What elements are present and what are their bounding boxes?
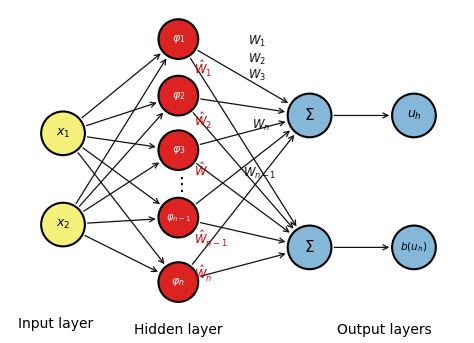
Text: $\varphi_1$: $\varphi_1$: [172, 33, 185, 45]
Ellipse shape: [41, 203, 85, 246]
Text: $\vdots$: $\vdots$: [173, 175, 184, 194]
Text: $\hat{W}_2$: $\hat{W}_2$: [194, 111, 212, 131]
Ellipse shape: [158, 198, 198, 237]
Text: $W_n$: $W_n$: [252, 118, 270, 133]
Ellipse shape: [41, 111, 85, 155]
Ellipse shape: [392, 94, 436, 137]
Ellipse shape: [158, 19, 198, 59]
Text: $W_3$: $W_3$: [248, 68, 266, 83]
Text: $x_1$: $x_1$: [56, 127, 70, 140]
Ellipse shape: [158, 76, 198, 116]
Text: $\hat{W}$: $\hat{W}$: [194, 161, 208, 179]
Text: $W_{n-1}$: $W_{n-1}$: [243, 165, 276, 180]
Ellipse shape: [158, 130, 198, 170]
Text: $\hat{W}_{n-1}$: $\hat{W}_{n-1}$: [194, 229, 228, 249]
Text: $\hat{W}_n$: $\hat{W}_n$: [194, 264, 213, 284]
Text: $\varphi_n$: $\varphi_n$: [172, 276, 185, 288]
Text: Output layers: Output layers: [337, 323, 431, 337]
Text: $\varphi_2$: $\varphi_2$: [172, 90, 185, 102]
Text: $\varphi_3$: $\varphi_3$: [172, 144, 185, 156]
Ellipse shape: [158, 262, 198, 302]
Text: $b(u_h)$: $b(u_h)$: [401, 240, 428, 254]
Text: $\hat{W}_1$: $\hat{W}_1$: [194, 59, 212, 79]
Text: Input layer: Input layer: [18, 317, 94, 331]
Text: $\Sigma$: $\Sigma$: [304, 239, 315, 256]
Text: $W_1$: $W_1$: [248, 34, 266, 49]
Ellipse shape: [288, 94, 331, 137]
Text: $W_2$: $W_2$: [248, 52, 266, 68]
Text: Hidden layer: Hidden layer: [134, 323, 223, 337]
Text: $x_2$: $x_2$: [56, 218, 70, 231]
Text: $u_h$: $u_h$: [407, 109, 421, 122]
Text: $\varphi_{n-1}$: $\varphi_{n-1}$: [166, 212, 191, 224]
Ellipse shape: [392, 226, 436, 269]
Text: $\Sigma$: $\Sigma$: [304, 107, 315, 123]
Ellipse shape: [288, 226, 331, 269]
